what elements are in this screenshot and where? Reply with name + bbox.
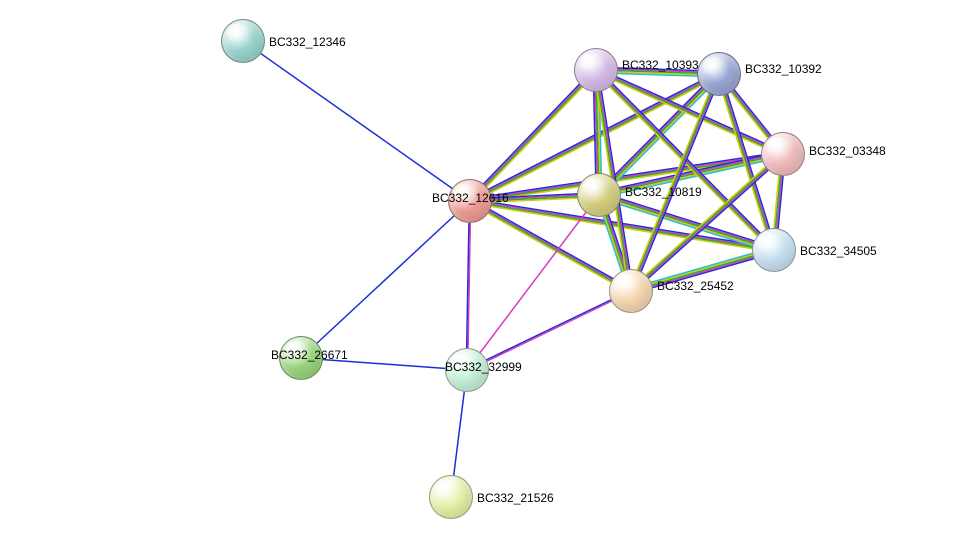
- edge: [243, 41, 470, 201]
- node-gloss: [583, 178, 606, 197]
- node-gloss: [758, 233, 781, 252]
- node-gloss: [435, 480, 458, 499]
- edge: [598, 73, 718, 194]
- edge: [597, 68, 784, 152]
- graph-node[interactable]: [574, 48, 618, 92]
- edge: [597, 69, 775, 249]
- edge: [471, 70, 597, 201]
- edge: [595, 71, 773, 251]
- node-gloss: [580, 53, 603, 72]
- node-label: BC332_26671: [271, 348, 348, 362]
- edge: [598, 198, 773, 253]
- node-label: BC332_10819: [625, 185, 702, 199]
- edge: [470, 199, 774, 248]
- edge: [472, 71, 598, 202]
- edge: [630, 74, 718, 291]
- edge: [470, 70, 596, 201]
- edge: [468, 69, 594, 200]
- node-label: BC332_25452: [657, 279, 734, 293]
- graph-node[interactable]: [609, 269, 653, 313]
- edge: [632, 74, 720, 291]
- edge: [599, 196, 774, 251]
- graph-node[interactable]: [221, 19, 265, 63]
- node-label: BC332_21526: [477, 491, 554, 505]
- edge: [600, 192, 775, 247]
- graph-node[interactable]: [752, 228, 796, 272]
- node-label: BC332_03348: [809, 144, 886, 158]
- edge: [629, 73, 717, 290]
- edge: [599, 74, 719, 195]
- graph-node[interactable]: [429, 475, 473, 519]
- edge: [596, 70, 774, 250]
- graph-node[interactable]: [761, 132, 805, 176]
- node-label: BC332_12616: [432, 191, 509, 205]
- edge: [596, 69, 783, 153]
- edge: [470, 203, 774, 252]
- edge: [599, 194, 774, 249]
- node-gloss: [767, 137, 790, 156]
- edge: [631, 153, 783, 290]
- edge: [467, 290, 631, 369]
- edge: [633, 75, 721, 292]
- edge: [301, 201, 470, 358]
- edge: [597, 70, 775, 250]
- graph-node[interactable]: [577, 173, 621, 217]
- edge: [596, 71, 783, 155]
- edge: [595, 72, 782, 156]
- node-label: BC332_10393: [622, 58, 699, 72]
- edge: [601, 76, 721, 197]
- edge: [630, 152, 782, 289]
- edge: [600, 75, 720, 196]
- graph-node[interactable]: [697, 52, 741, 96]
- edge: [597, 72, 717, 193]
- edge: [631, 155, 783, 292]
- edge: [466, 201, 469, 370]
- edge: [599, 195, 774, 250]
- edge: [467, 292, 631, 371]
- edge-layer: [0, 0, 976, 550]
- edge: [632, 156, 784, 293]
- edge: [469, 203, 630, 293]
- node-gloss: [227, 24, 250, 43]
- node-label: BC332_10392: [745, 62, 822, 76]
- node-gloss: [615, 274, 638, 293]
- node-gloss: [703, 57, 726, 76]
- node-label: BC332_34505: [800, 244, 877, 258]
- edge: [470, 200, 774, 249]
- node-label: BC332_32999: [445, 360, 522, 374]
- edge: [468, 201, 471, 370]
- network-graph: BC332_12346 BC332_10393 BC332_10392 BC332_0…: [0, 0, 976, 550]
- edge: [467, 195, 599, 370]
- edge: [470, 202, 774, 251]
- node-label: BC332_12346: [269, 35, 346, 49]
